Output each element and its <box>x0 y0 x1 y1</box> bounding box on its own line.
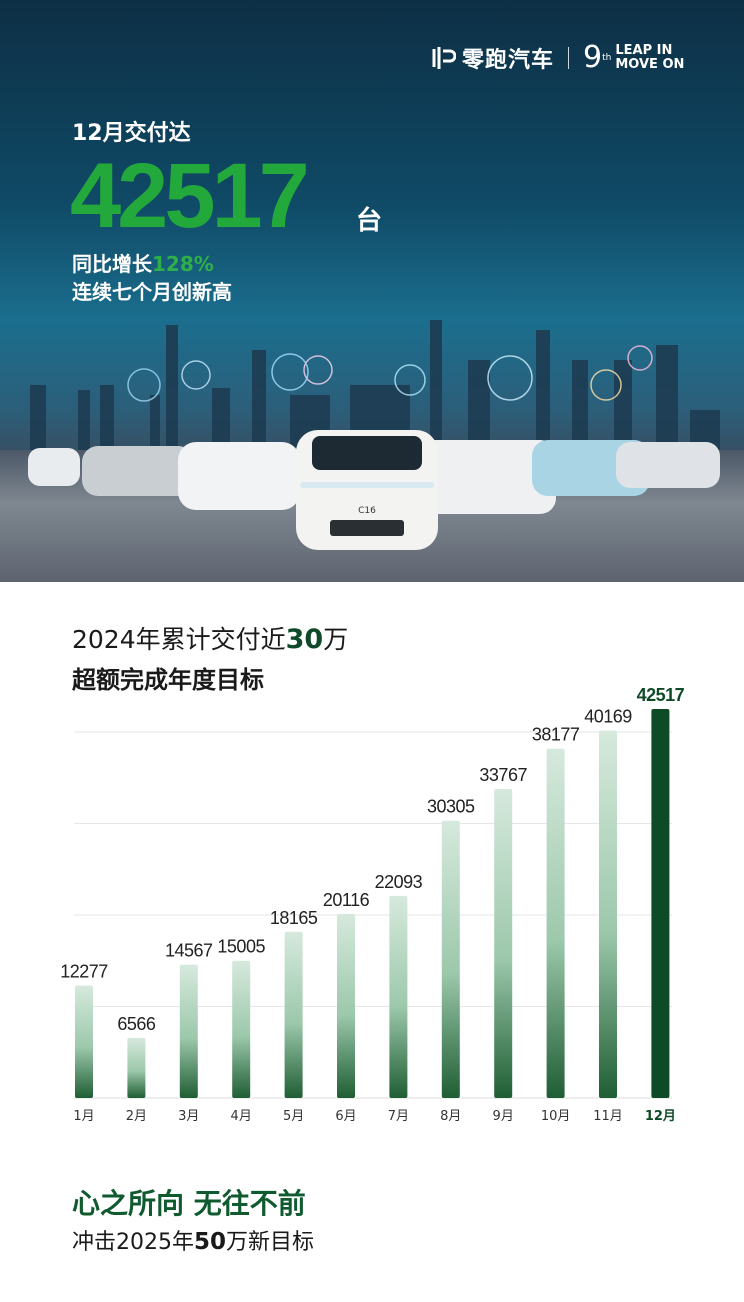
data-label: 15005 <box>217 937 265 957</box>
chart-title-prefix: 2024年累计交付近 <box>72 625 286 654</box>
anniversary-number: 9 <box>583 40 603 75</box>
slogan-line2: MOVE ON <box>615 57 685 72</box>
footer-slogan: 心之所向 无往不前 <box>72 1187 306 1220</box>
chart-title-suffix: 万 <box>323 625 349 654</box>
bar <box>389 895 408 1098</box>
bar <box>599 730 617 1098</box>
x-tick-label: 11月 <box>593 1109 623 1124</box>
x-tick-label: 7月 <box>388 1109 409 1124</box>
city-skyline <box>30 320 720 450</box>
bar <box>284 931 303 1098</box>
leapmotor-logo-icon <box>432 47 456 69</box>
footer-goal: 冲击2025年50万新目标 <box>72 1224 314 1256</box>
x-tick-label: 8月 <box>440 1109 461 1124</box>
bar <box>232 960 251 1098</box>
data-label: 33767 <box>479 765 527 785</box>
bar <box>179 964 198 1098</box>
data-label: 6566 <box>117 1014 156 1034</box>
yoy-label: 同比增长 <box>72 252 152 276</box>
hero-big-number: 42517 <box>70 145 310 247</box>
x-tick-label: 3月 <box>178 1109 199 1124</box>
yoy-value: 128% <box>152 252 214 276</box>
data-label: 20116 <box>323 890 370 910</box>
monthly-deliveries-bar-chart: 12277 1月 6566 2月 14567 3月 15005 4月 18165 5月 20116 6… <box>60 685 685 1124</box>
x-tick-label: 10月 <box>541 1109 571 1124</box>
x-tick-label: 4月 <box>231 1109 252 1124</box>
data-label: 22093 <box>375 872 423 892</box>
x-tick-label: 1月 <box>73 1109 94 1124</box>
hero-yoy: 同比增长128% <box>72 248 214 277</box>
brand-slogan: LEAP IN MOVE ON <box>615 44 684 72</box>
chart-title: 2024年累计交付近30万 <box>72 620 348 656</box>
data-label: 38177 <box>532 725 580 745</box>
bar <box>75 985 93 1098</box>
hero-streak: 连续七个月创新高 <box>72 280 232 304</box>
goal-highlight: 50 <box>194 1229 227 1255</box>
bar <box>494 789 513 1098</box>
logo-divider <box>568 47 570 69</box>
goal-prefix: 冲击2025年 <box>72 1230 194 1255</box>
bar <box>127 1037 146 1098</box>
bar <box>337 913 355 1098</box>
data-label: 18165 <box>270 908 318 928</box>
x-tick-label: 5月 <box>283 1109 304 1124</box>
anniversary-suffix: th <box>602 53 612 63</box>
brand-name: 零跑汽车 <box>462 48 555 73</box>
car-badge: C16 <box>358 506 376 516</box>
bar <box>441 820 460 1098</box>
x-tick-label: 6月 <box>335 1109 356 1124</box>
x-tick-label: 2月 <box>126 1109 147 1124</box>
data-label: 30305 <box>427 797 475 817</box>
bar <box>651 709 670 1098</box>
chart-title-highlight: 30 <box>285 624 324 655</box>
hero-subtitle: 12月交付达 <box>72 121 191 146</box>
data-label: 40169 <box>584 706 632 726</box>
car-lineup: C16 <box>28 430 720 550</box>
hero-unit: 台 <box>356 206 383 236</box>
chart-subtitle: 超额完成年度目标 <box>72 666 264 694</box>
data-label: 12277 <box>60 962 108 982</box>
bar <box>546 748 565 1098</box>
data-label: 42517 <box>637 685 685 705</box>
x-tick-label: 9月 <box>493 1109 514 1124</box>
goal-suffix: 万新目标 <box>226 1230 315 1255</box>
slogan-line1: LEAP IN <box>615 43 673 58</box>
x-tick-label: 12月 <box>645 1109 676 1124</box>
data-label: 14567 <box>165 941 213 961</box>
